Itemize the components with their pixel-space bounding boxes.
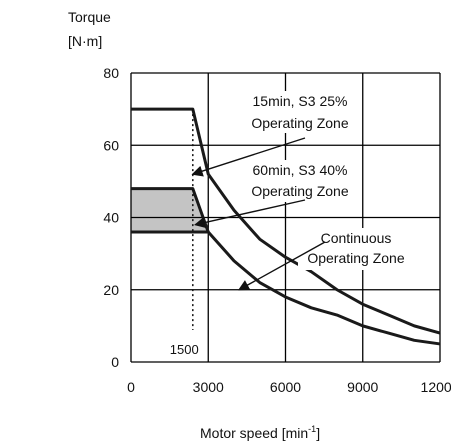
tick-label-group: 0 20 40 60 80 0 3000 6000 9000 12000 bbox=[103, 65, 451, 395]
annotation-group: 15min, S3 25% Operating Zone 60min, S3 40%… bbox=[191, 91, 414, 291]
x-tick-label-4: 12000 bbox=[421, 379, 451, 395]
x-tick-label-3: 9000 bbox=[347, 379, 378, 395]
y-tick-label-3: 60 bbox=[103, 137, 119, 153]
y-axis-label-line1: Torque bbox=[68, 9, 111, 25]
y-tick-label-2: 40 bbox=[103, 210, 119, 226]
annotation-arrow-0 bbox=[191, 137, 306, 177]
x-tick-label-1: 3000 bbox=[193, 379, 224, 395]
annotation-line1-2: Continuous bbox=[321, 230, 392, 246]
annotation-background-1 bbox=[242, 160, 358, 202]
annotation-line2-2: Operating Zone bbox=[307, 250, 404, 266]
y-tick-label-1: 20 bbox=[103, 282, 119, 298]
y-axis-label-line2: [N·m] bbox=[68, 33, 102, 49]
annotation-arrow-2 bbox=[237, 241, 326, 291]
x-tick-label-2: 6000 bbox=[270, 379, 301, 395]
annotation-line1-1: 60min, S3 40% bbox=[253, 162, 348, 178]
base-speed-label: 1500 bbox=[170, 342, 199, 357]
y-tick-label-4: 80 bbox=[103, 65, 119, 81]
grid-group bbox=[130, 72, 441, 363]
shaded-region-group bbox=[131, 188, 209, 232]
marker-group: 1500 bbox=[170, 109, 199, 357]
y-tick-label-0: 0 bbox=[111, 354, 119, 370]
x-tick-label-0: 0 bbox=[127, 379, 135, 395]
operating-zone-shade bbox=[131, 188, 209, 232]
annotation-background-0 bbox=[242, 91, 358, 133]
annotation-arrow-1 bbox=[194, 199, 306, 229]
x-axis-label: Motor speed [min-1] bbox=[200, 424, 320, 441]
annotation-line2-0: Operating Zone bbox=[251, 115, 348, 131]
series-line-2 bbox=[131, 230, 441, 346]
annotation-line1-0: 15min, S3 25% bbox=[253, 93, 348, 109]
annotation-line2-1: Operating Zone bbox=[251, 183, 348, 199]
annotation-background-2 bbox=[298, 228, 414, 270]
